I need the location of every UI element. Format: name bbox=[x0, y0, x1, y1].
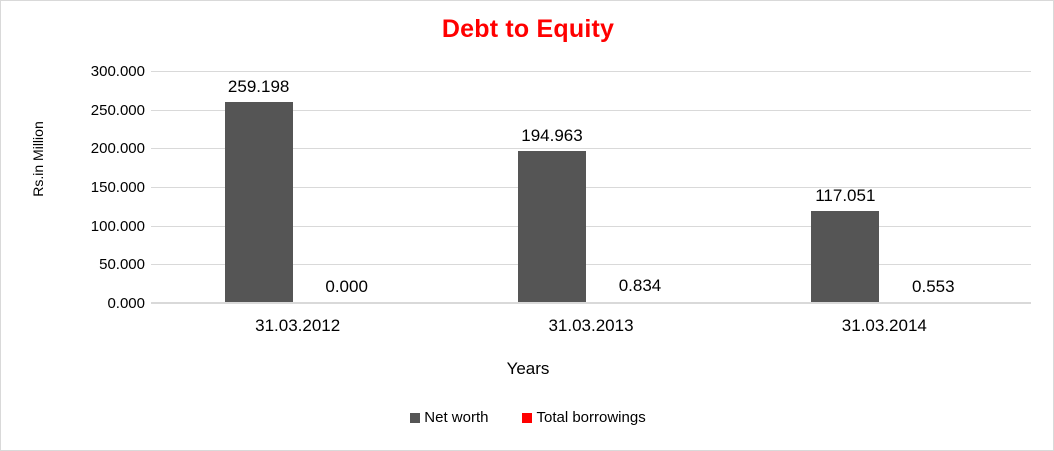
chart-legend: Net worth Total borrowings bbox=[1, 409, 1053, 426]
legend-swatch-icon bbox=[410, 412, 421, 423]
y-tick-label: 0.000 bbox=[107, 295, 145, 312]
gridline bbox=[151, 303, 1031, 304]
bar-net-worth[interactable] bbox=[811, 211, 880, 302]
data-label-total-borrowings: 0.000 bbox=[325, 277, 368, 296]
data-label-total-borrowings: 0.553 bbox=[912, 276, 955, 296]
x-axis-line bbox=[151, 302, 1031, 303]
legend-item[interactable]: Total borrowings bbox=[522, 409, 646, 426]
plot-area bbox=[151, 71, 1031, 304]
y-tick-label: 250.000 bbox=[90, 101, 145, 119]
bar-net-worth[interactable] bbox=[224, 101, 293, 302]
gridline bbox=[151, 264, 1031, 266]
data-label-net-worth: 117.051 bbox=[815, 186, 876, 206]
x-tick-label: 31.03.2014 bbox=[841, 316, 927, 335]
bar-net-worth[interactable] bbox=[518, 151, 586, 302]
legend-item[interactable]: Net worth bbox=[410, 410, 488, 425]
gridline bbox=[151, 148, 1031, 150]
y-tick-label: 200.000 bbox=[90, 140, 145, 158]
chart-title: Debt to Equity bbox=[441, 15, 615, 43]
legend-label: Total borrowings bbox=[536, 409, 646, 426]
data-label-total-borrowings: 0.834 bbox=[618, 276, 662, 296]
gridline bbox=[151, 187, 1031, 188]
legend-swatch-icon bbox=[522, 412, 533, 423]
gridline bbox=[151, 71, 1031, 72]
x-tick-label: 31.03.2013 bbox=[548, 316, 634, 335]
y-tick-label: 100.000 bbox=[90, 217, 145, 235]
data-label-net-worth: 259.198 bbox=[227, 76, 290, 96]
y-tick-label: 300.000 bbox=[90, 63, 145, 80]
y-tick-label: 50.000 bbox=[99, 256, 145, 274]
x-axis-title: Years bbox=[506, 359, 550, 378]
gridline bbox=[151, 225, 1031, 227]
legend-label: Net worth bbox=[424, 409, 489, 426]
x-tick-label: 31.03.2012 bbox=[255, 316, 341, 335]
x-axis-tick-labels: 31.03.2012 31.03.2013 31.03.2014 bbox=[151, 316, 1031, 340]
data-label-net-worth: 194.963 bbox=[521, 126, 583, 146]
y-axis-tick-labels: 300.000 250.000 200.000 150.000 100.000 50.00… bbox=[59, 64, 145, 311]
y-axis-title: Rs.in Million bbox=[30, 121, 46, 197]
y-tick-label: 150.000 bbox=[90, 179, 145, 196]
gridline bbox=[151, 109, 1031, 111]
